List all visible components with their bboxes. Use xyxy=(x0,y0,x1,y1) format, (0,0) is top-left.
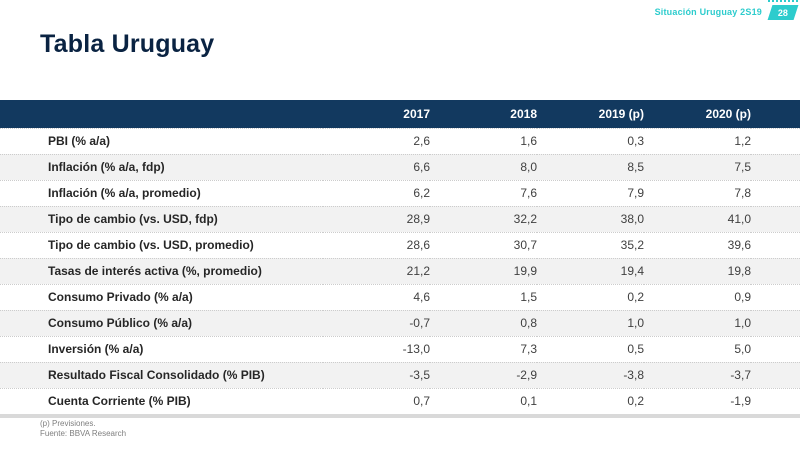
value-cell: 0,1 xyxy=(520,394,537,409)
row-right-spacer xyxy=(751,388,800,414)
row-label: Cuenta Corriente (% PIB) xyxy=(48,394,191,409)
dotted-accent xyxy=(768,0,798,2)
table-row: Resultado Fiscal Consolidado (% PIB) -3,5… xyxy=(0,362,800,388)
value-cell: -1,9 xyxy=(730,394,751,409)
value-cell: 7,5 xyxy=(734,160,751,174)
row-label: PBI (% a/a) xyxy=(48,134,111,148)
row-label: Inversión (% a/a) xyxy=(48,342,144,356)
table-row: Inflación (% a/a, fdp) 6,6 8,0 8,5 7,5 xyxy=(0,154,800,180)
value-cell: 4,6 xyxy=(413,290,430,304)
value-cell: -3,7 xyxy=(730,368,751,382)
value-cell: 7,8 xyxy=(734,186,751,200)
value-cell: 35,2 xyxy=(620,238,644,252)
page-number: 28 xyxy=(777,7,788,18)
value-cell: -13,0 xyxy=(402,342,430,356)
value-cell: 0,2 xyxy=(627,290,644,304)
value-cell: 19,4 xyxy=(620,264,644,278)
row-right-spacer xyxy=(751,258,800,284)
row-label: Tipo de cambio (vs. USD, fdp) xyxy=(48,212,218,226)
table-row: Consumo Privado (% a/a) 4,6 1,5 0,2 0,9 xyxy=(0,284,800,310)
value-cell: 19,9 xyxy=(513,264,537,278)
value-cell: 38,0 xyxy=(620,212,644,226)
data-table: 2017 2018 2019 (p) 2020 (p) PBI (% a/a) 2,6 1… xyxy=(0,100,800,414)
value-cell: 1,6 xyxy=(520,134,537,148)
value-cell: -3,5 xyxy=(409,368,430,382)
table-row: Cuenta Corriente (% PIB) 0,7 0,1 0,2 -1,9 xyxy=(0,388,800,414)
row-label: Tipo de cambio (vs. USD, promedio) xyxy=(48,238,254,252)
row-right-spacer xyxy=(751,284,800,310)
row-right-spacer xyxy=(751,362,800,388)
value-cell: 0,8 xyxy=(520,316,537,330)
footnote-previsiones: (p) Previsiones. xyxy=(40,419,96,428)
column-header: 2017 xyxy=(323,100,430,128)
value-cell: -0,7 xyxy=(409,316,430,330)
value-cell: 41,0 xyxy=(727,212,751,226)
value-cell: 7,6 xyxy=(520,186,537,200)
value-cell: 28,6 xyxy=(406,238,430,252)
table-row: Consumo Público (% a/a) -0,7 0,8 1,0 1,0 xyxy=(0,310,800,336)
value-cell: 0,9 xyxy=(734,290,751,304)
table-row: Inversión (% a/a) -13,0 7,3 0,5 5,0 xyxy=(0,336,800,362)
row-right-spacer xyxy=(751,232,800,258)
value-cell: -2,9 xyxy=(516,368,537,382)
table-row: Tipo de cambio (vs. USD, promedio) 28,6 30… xyxy=(0,232,800,258)
value-cell: 6,2 xyxy=(413,186,430,200)
data-table-wrap: 2017 2018 2019 (p) 2020 (p) PBI (% a/a) 2,6 1… xyxy=(0,100,800,414)
table-row: PBI (% a/a) 2,6 1,6 0,3 1,2 xyxy=(0,128,800,154)
footnotes: (p) Previsiones. Fuente: BBVA Research xyxy=(40,419,126,439)
value-cell: 21,2 xyxy=(406,264,430,278)
value-cell: 19,8 xyxy=(727,264,751,278)
value-cell: 0,2 xyxy=(627,394,644,409)
breadcrumb: Situación Uruguay 2S19 xyxy=(654,7,762,17)
value-cell: 1,0 xyxy=(627,316,644,330)
value-cell: 1,2 xyxy=(734,134,751,148)
row-label: Tasas de interés activa (%, promedio) xyxy=(48,264,262,278)
footnote-source: Fuente: BBVA Research xyxy=(40,429,127,438)
page-number-badge: 28 xyxy=(767,5,799,20)
value-cell: -3,8 xyxy=(623,368,644,382)
table-header-row: 2017 2018 2019 (p) 2020 (p) xyxy=(0,100,800,128)
running-header: Situación Uruguay 2S19 28 xyxy=(654,0,799,20)
value-cell: 8,0 xyxy=(520,160,537,174)
table-row: Inflación (% a/a, promedio) 6,2 7,6 7,9 7,8 xyxy=(0,180,800,206)
page-badge-wrap: 28 xyxy=(767,0,799,20)
value-cell: 8,5 xyxy=(627,160,644,174)
value-cell: 30,7 xyxy=(513,238,537,252)
value-cell: 6,6 xyxy=(413,160,430,174)
table-bottom-border xyxy=(0,414,800,418)
row-right-spacer xyxy=(751,154,800,180)
column-header: 2019 (p) xyxy=(537,100,644,128)
row-label: Resultado Fiscal Consolidado (% PIB) xyxy=(48,368,265,382)
value-cell: 39,6 xyxy=(727,238,751,252)
value-cell: 7,3 xyxy=(520,342,537,356)
row-label: Consumo Privado (% a/a) xyxy=(48,290,193,304)
value-cell: 1,5 xyxy=(520,290,537,304)
row-right-spacer xyxy=(751,336,800,362)
value-cell: 7,9 xyxy=(627,186,644,200)
row-label: Consumo Público (% a/a) xyxy=(48,316,193,330)
row-right-spacer xyxy=(751,310,800,336)
row-right-spacer xyxy=(751,206,800,232)
column-header: 2020 (p) xyxy=(644,100,751,128)
row-label: Inflación (% a/a, promedio) xyxy=(48,186,201,200)
header-right-spacer xyxy=(751,100,800,128)
value-cell: 32,2 xyxy=(513,212,537,226)
value-cell: 1,0 xyxy=(734,316,751,330)
row-right-spacer xyxy=(751,180,800,206)
row-label: Inflación (% a/a, fdp) xyxy=(48,160,165,174)
value-cell: 5,0 xyxy=(734,342,751,356)
value-cell: 0,5 xyxy=(627,342,644,356)
value-cell: 0,3 xyxy=(627,134,644,148)
row-right-spacer xyxy=(751,128,800,154)
value-cell: 0,7 xyxy=(413,394,430,409)
value-cell: 28,9 xyxy=(406,212,430,226)
table-row: Tipo de cambio (vs. USD, fdp) 28,9 32,2 38,… xyxy=(0,206,800,232)
header-label-spacer xyxy=(0,100,323,128)
table-row: Tasas de interés activa (%, promedio) 21,… xyxy=(0,258,800,284)
value-cell: 2,6 xyxy=(413,134,430,148)
page-title: Tabla Uruguay xyxy=(40,30,215,58)
column-header: 2018 xyxy=(430,100,537,128)
